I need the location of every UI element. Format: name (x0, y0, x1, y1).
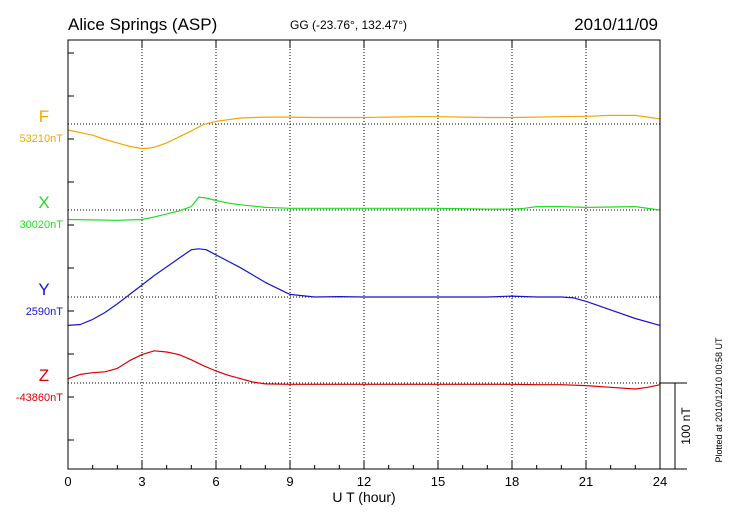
series-line-z (67, 350, 661, 390)
scale-bar-label: 100 nT (679, 407, 693, 445)
plotted-timestamp: Plotted at 2010/12/10 00:58 UT (714, 337, 724, 463)
series-name-y: Y (38, 280, 49, 299)
series-baseline-f: 53210nT (20, 133, 64, 145)
station-coordinates: GG (-23.76°, 132.47°) (290, 18, 407, 32)
plot-frame (67, 39, 661, 470)
series-name-x: X (38, 193, 49, 212)
series-lines (67, 114, 661, 390)
x-tick-label: 24 (653, 474, 667, 489)
x-axis-ticks: 0 3 6 9 12 15 18 21 24 (64, 40, 667, 489)
x-tick-label: 18 (505, 474, 519, 489)
series-line-f (67, 114, 661, 150)
x-tick-label: 6 (212, 474, 219, 489)
x-tick-label: 9 (286, 474, 293, 489)
x-tick-label: 15 (431, 474, 445, 489)
x-tick-label: 21 (579, 474, 593, 489)
series-baseline-z: -43860nT (16, 392, 63, 404)
series-baseline-y: 2590nT (26, 306, 64, 318)
scale-bar (660, 382, 687, 470)
series-line-y (67, 248, 661, 326)
x-tick-label: 12 (357, 474, 371, 489)
series-baseline-x: 30020nT (20, 219, 64, 231)
chart-date: 2010/11/09 (574, 15, 658, 34)
series-line-x (67, 196, 661, 221)
series-name-z: Z (39, 366, 49, 385)
chart-title: Alice Springs (ASP) (68, 15, 217, 34)
x-tick-label: 0 (64, 474, 71, 489)
series-labels: F 53210nT X 30020nT Y 2590nT Z -43860nT (16, 107, 63, 404)
x-tick-label: 3 (138, 474, 145, 489)
grid-lines (141, 40, 587, 469)
series-name-f: F (39, 107, 49, 126)
x-axis-label: U T (hour) (332, 489, 395, 505)
